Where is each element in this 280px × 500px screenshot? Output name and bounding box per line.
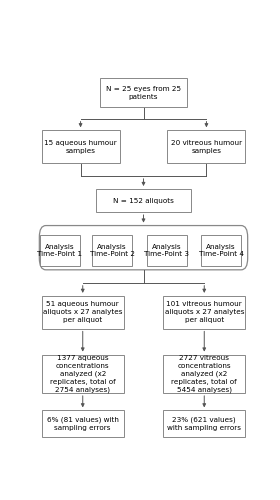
Text: 20 vitreous humour
samples: 20 vitreous humour samples [171, 140, 242, 153]
Text: 2727 vitreous
concentrations
analyzed (x2
replicates, total of
5454 analyses): 2727 vitreous concentrations analyzed (x… [171, 355, 237, 393]
Text: 23% (621 values)
with sampling errors: 23% (621 values) with sampling errors [167, 416, 241, 431]
Text: Analysis
Time-Point 4: Analysis Time-Point 4 [199, 244, 244, 258]
FancyBboxPatch shape [163, 354, 246, 393]
FancyBboxPatch shape [96, 189, 191, 212]
Text: 1377 aqueous
concentrations
analyzed (x2
replicates, total of
2754 analyses): 1377 aqueous concentrations analyzed (x2… [50, 355, 116, 393]
FancyBboxPatch shape [163, 410, 246, 438]
Text: 51 aqueous humour
aliquots x 27 analytes
per aliquot: 51 aqueous humour aliquots x 27 analytes… [43, 302, 122, 323]
Text: 6% (81 values) with
sampling errors: 6% (81 values) with sampling errors [47, 416, 119, 431]
FancyBboxPatch shape [41, 296, 124, 328]
FancyBboxPatch shape [163, 296, 246, 328]
Text: Analysis
Time-Point 1: Analysis Time-Point 1 [38, 244, 82, 258]
FancyBboxPatch shape [167, 130, 246, 163]
FancyBboxPatch shape [100, 78, 187, 107]
Text: Analysis
Time-Point 2: Analysis Time-Point 2 [90, 244, 134, 258]
FancyBboxPatch shape [147, 235, 187, 266]
FancyBboxPatch shape [41, 130, 120, 163]
FancyBboxPatch shape [201, 235, 241, 266]
Text: Analysis
Time-Point 3: Analysis Time-Point 3 [144, 244, 190, 258]
Text: 101 vitreous humour
aliquots x 27 analytes
per aliquot: 101 vitreous humour aliquots x 27 analyt… [165, 302, 244, 323]
Text: 15 aqueous humour
samples: 15 aqueous humour samples [44, 140, 117, 153]
Text: N = 152 aliquots: N = 152 aliquots [113, 198, 174, 203]
FancyBboxPatch shape [92, 235, 132, 266]
FancyBboxPatch shape [40, 235, 80, 266]
Text: N = 25 eyes from 25
patients: N = 25 eyes from 25 patients [106, 86, 181, 100]
FancyBboxPatch shape [41, 354, 124, 393]
FancyBboxPatch shape [41, 410, 124, 438]
